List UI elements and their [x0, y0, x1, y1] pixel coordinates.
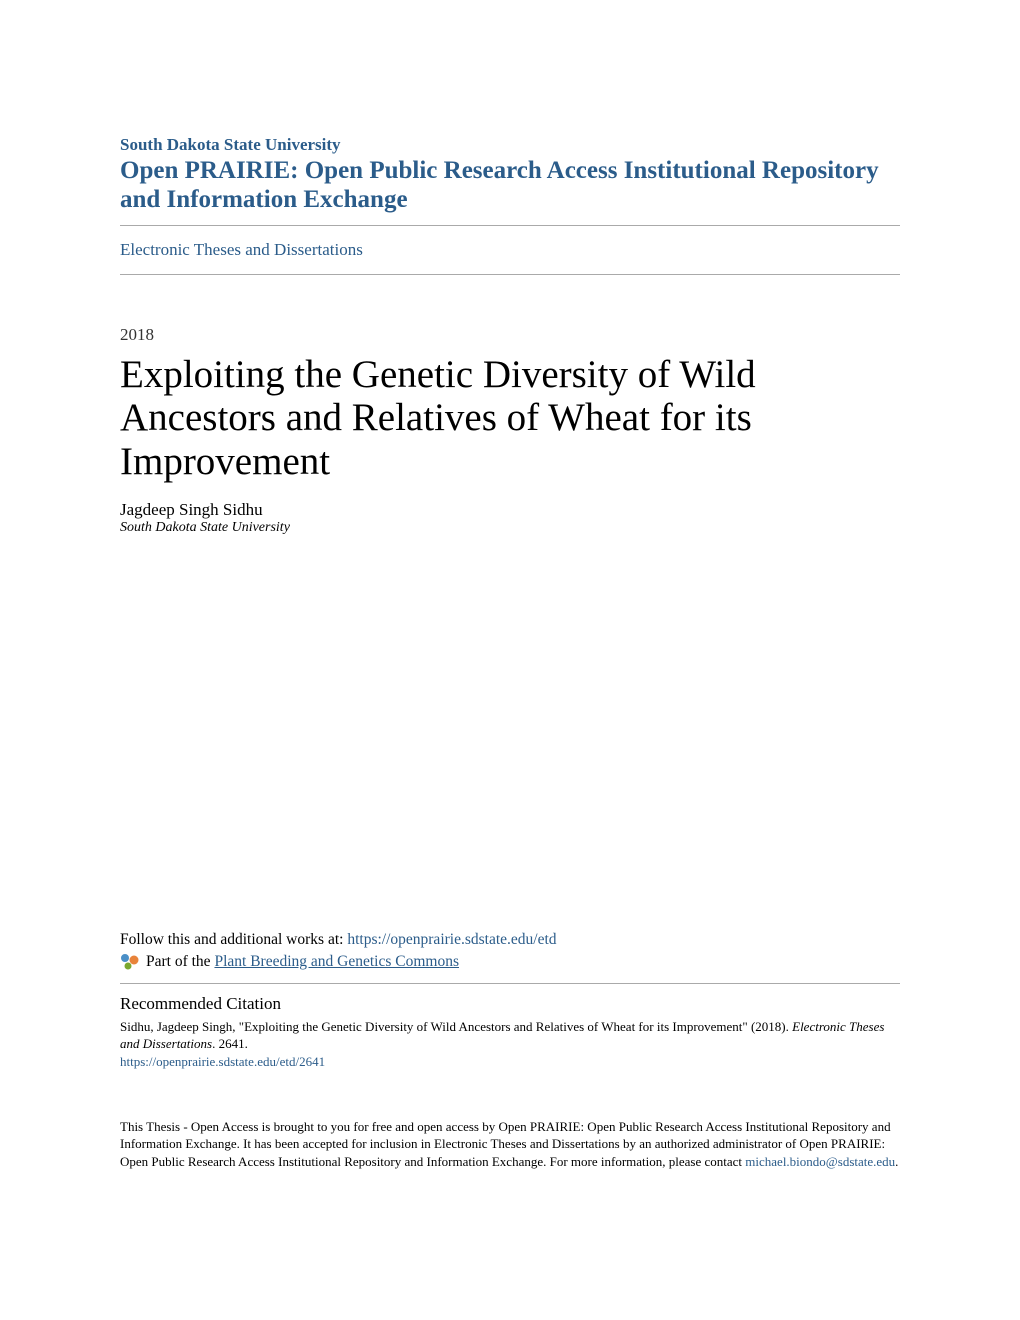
commons-link[interactable]: Plant Breeding and Genetics Commons [214, 953, 459, 970]
citation-post: . 2641. [212, 1036, 248, 1051]
divider-rule [120, 274, 900, 275]
collection-link[interactable]: Electronic Theses and Dissertations [120, 240, 363, 259]
citation-text: Sidhu, Jagdeep Singh, "Exploiting the Ge… [120, 1018, 900, 1053]
author-affiliation: South Dakota State University [120, 520, 900, 536]
follow-url-link[interactable]: https://openprairie.sdstate.edu/etd [347, 931, 556, 948]
publication-year: 2018 [120, 325, 900, 345]
institution-name: South Dakota State University [120, 135, 900, 155]
citation-pre: Sidhu, Jagdeep Singh, "Exploiting the Ge… [120, 1019, 792, 1034]
repository-link[interactable]: Open PRAIRIE: Open Public Research Acces… [120, 157, 900, 215]
divider-rule [120, 225, 900, 226]
part-prefix: Part of the [146, 953, 214, 970]
follow-works-line: Follow this and additional works at: htt… [120, 931, 900, 949]
contact-email-link[interactable]: michael.biondo@sdstate.edu [745, 1154, 895, 1169]
footer-spacer [120, 1070, 900, 1118]
citation-heading: Recommended Citation [120, 994, 900, 1014]
footer-post: . [895, 1154, 898, 1169]
vertical-spacer [120, 536, 900, 931]
cover-page: South Dakota State University Open PRAIR… [0, 0, 1020, 1210]
document-title: Exploiting the Genetic Diversity of Wild… [120, 353, 900, 484]
part-of-line: Part of the Plant Breeding and Genetics … [120, 953, 900, 971]
follow-prefix: Follow this and additional works at: [120, 931, 347, 948]
author-name: Jagdeep Singh Sidhu [120, 500, 900, 520]
divider-rule [120, 983, 900, 984]
citation-url-link[interactable]: https://openprairie.sdstate.edu/etd/2641 [120, 1054, 900, 1070]
footer-statement: This Thesis - Open Access is brought to … [120, 1118, 900, 1171]
network-icon [120, 953, 140, 971]
